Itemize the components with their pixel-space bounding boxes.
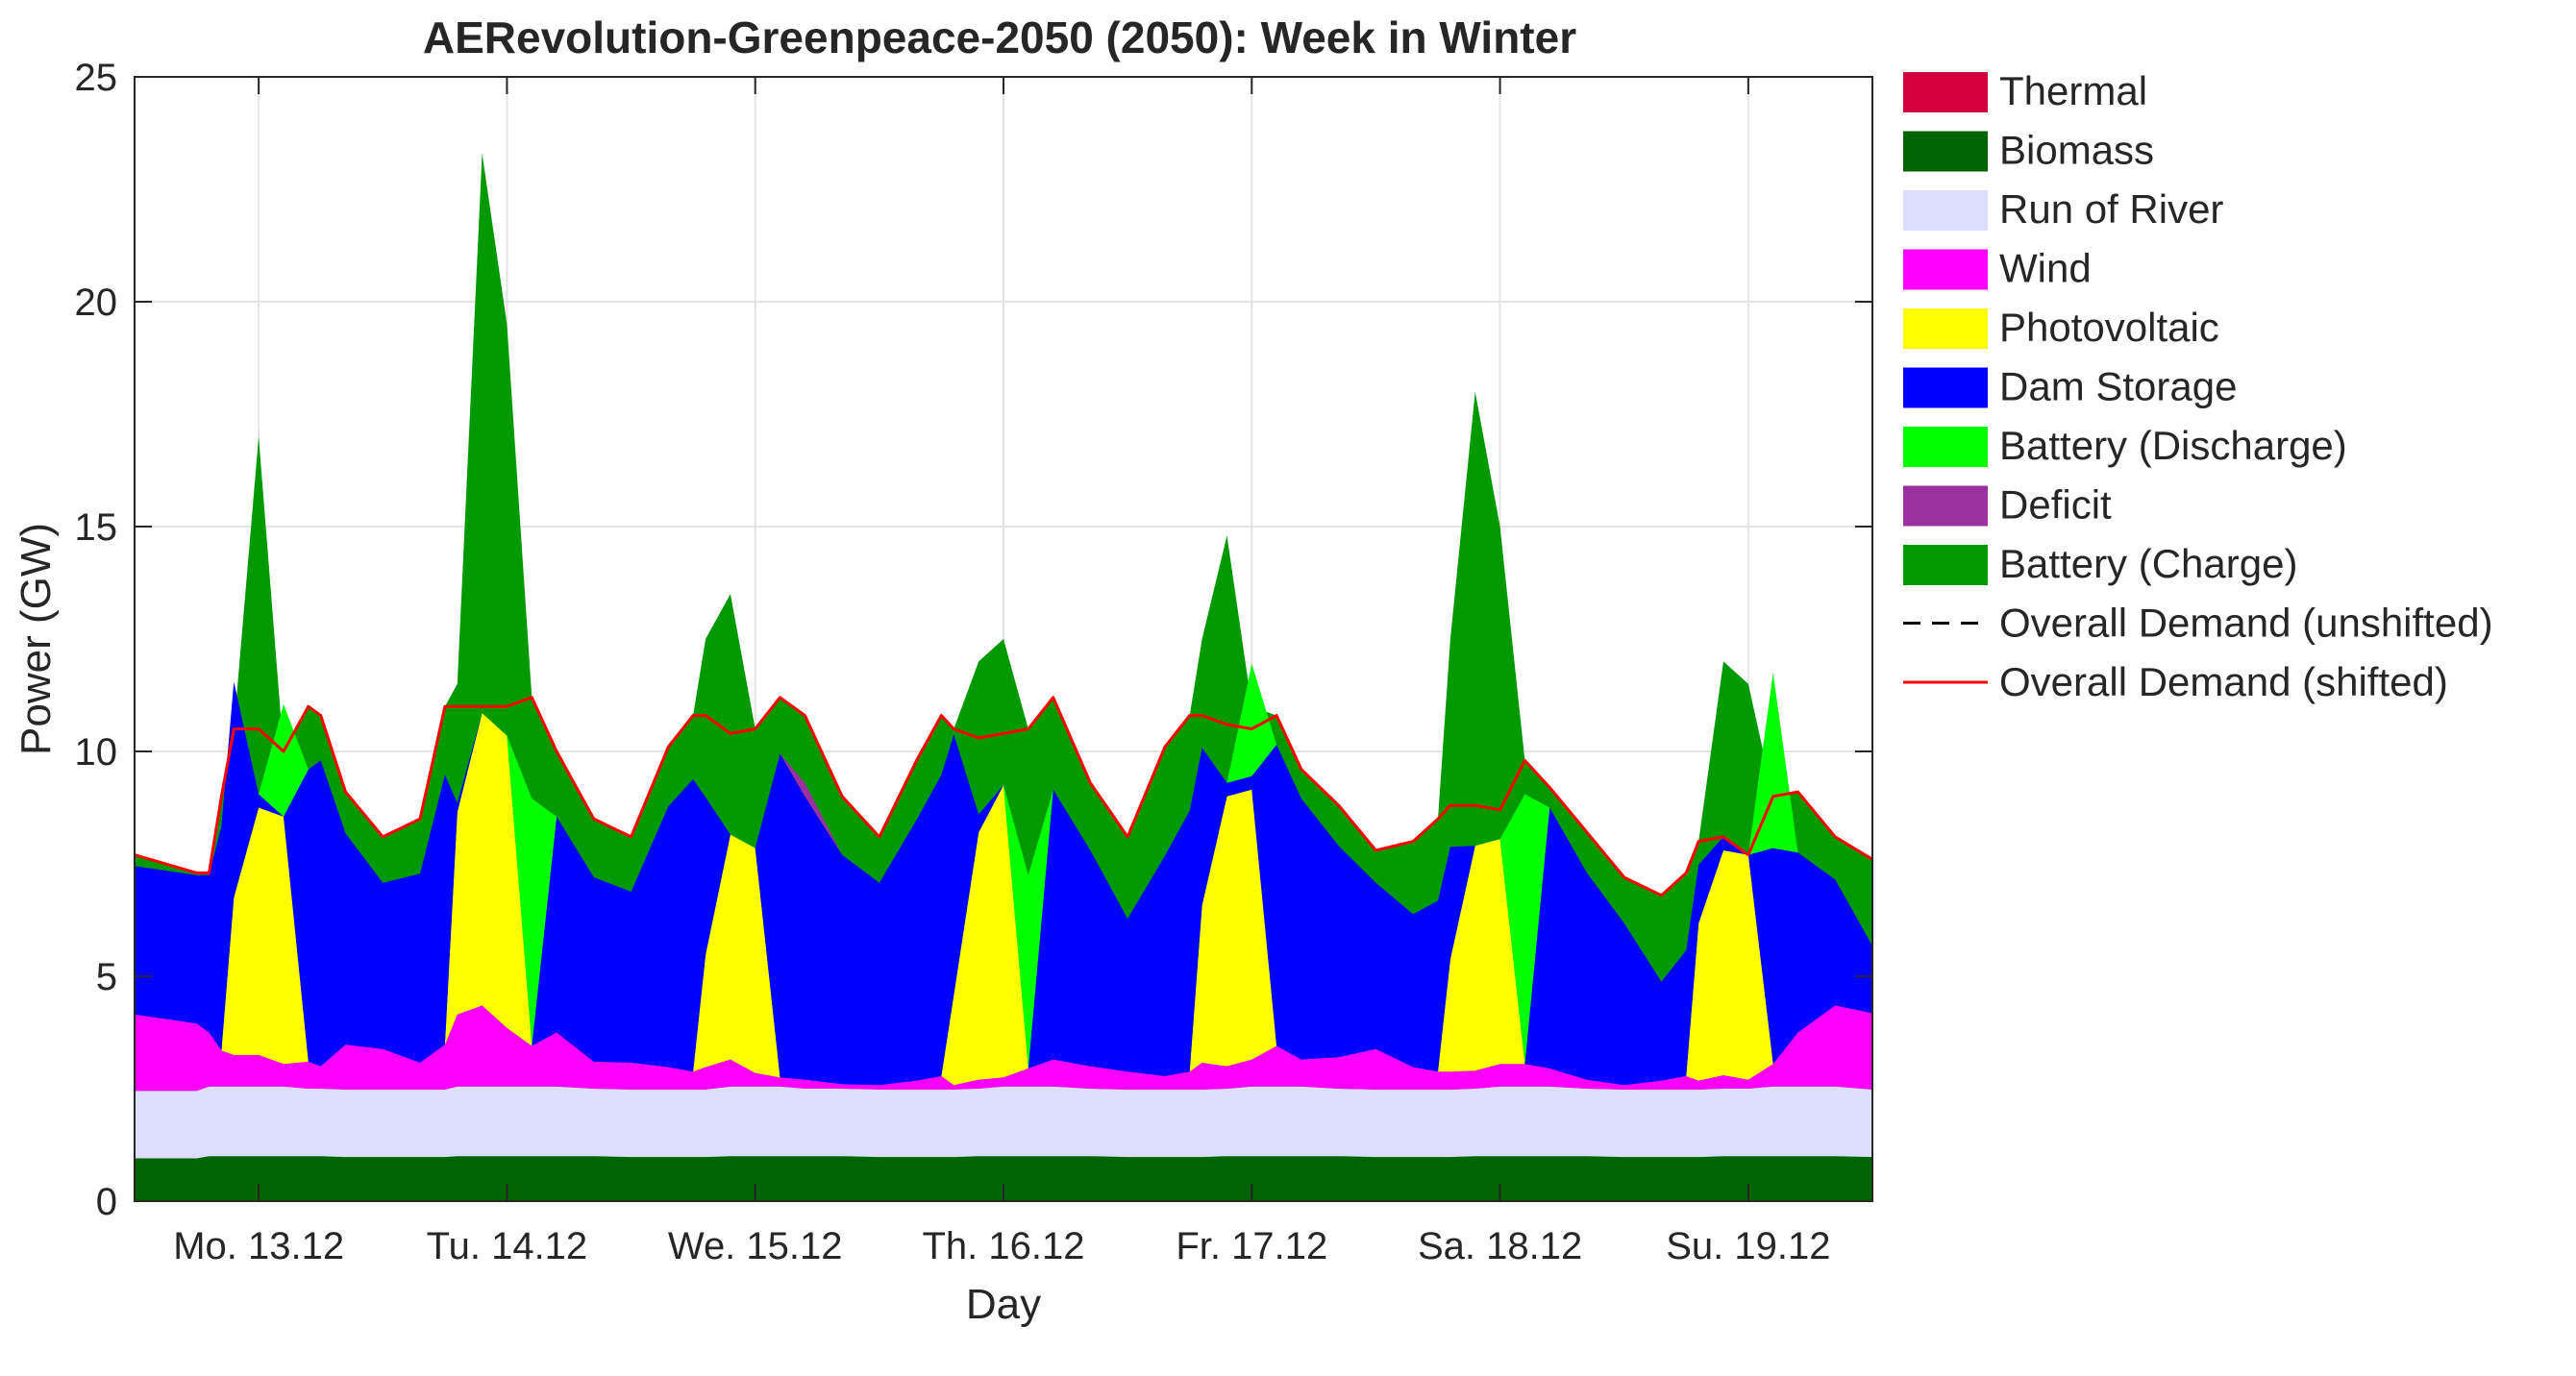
legend-swatch-run-of-river — [1903, 190, 1988, 231]
legend-item-dam-storage: Dam Storage — [1903, 364, 2237, 409]
legend-label-photovoltaic: Photovoltaic — [1999, 305, 2219, 350]
x-axis-label: Day — [966, 1281, 1041, 1328]
legend-swatch-deficit — [1903, 485, 1988, 527]
legend-label-overall-demand-shifted: Overall Demand (shifted) — [1999, 659, 2448, 704]
legend-item-battery-discharge: Battery (Discharge) — [1903, 423, 2347, 468]
x-tick-label-5: Sa. 18.12 — [1418, 1225, 1582, 1267]
y-axis-ticks: 0 5 10 15 20 25 — [75, 57, 1872, 1223]
x-tick-label-3: Th. 16.12 — [922, 1225, 1084, 1267]
plot-area — [134, 76, 1873, 1202]
demand-lines — [134, 696, 1873, 897]
legend-swatch-biomass — [1903, 131, 1988, 172]
legend-item-deficit: Deficit — [1903, 482, 2112, 528]
chart-title: AERevolution-Greenpeace-2050 (2050): Wee… — [423, 12, 1576, 62]
legend-item-battery-charge: Battery (Charge) — [1903, 541, 2297, 586]
legend-label-deficit: Deficit — [1999, 482, 2112, 528]
x-tick-label-4: Fr. 17.12 — [1176, 1225, 1327, 1267]
y-tick-label-1: 5 — [96, 956, 117, 998]
legend-item-wind: Wind — [1903, 246, 2092, 291]
legend-swatch-battery-charge — [1903, 545, 1988, 585]
legend-swatch-photovoltaic — [1903, 308, 1988, 349]
legend-swatch-wind — [1903, 249, 1988, 290]
legend-label-run-of-river: Run of River — [1999, 186, 2223, 232]
area-battery-discharge — [135, 663, 1872, 1069]
legend-label-battery-charge: Battery (Charge) — [1999, 541, 2297, 586]
x-tick-label-2: We. 15.12 — [668, 1225, 843, 1267]
stacked-areas — [135, 153, 1872, 1202]
area-photovoltaic — [135, 713, 1872, 1086]
y-axis-label: Power (GW) — [12, 523, 60, 755]
legend-swatch-dam-storage — [1903, 367, 1988, 408]
legend-label-battery-discharge: Battery (Discharge) — [1999, 423, 2347, 468]
legend-item-run-of-river: Run of River — [1903, 186, 2223, 232]
legend-item-biomass: Biomass — [1903, 128, 2154, 173]
y-tick-label-2: 10 — [75, 731, 118, 774]
legend-item-overall-demand-unshifted: Overall Demand (unshifted) — [1903, 601, 2493, 646]
legend-swatch-battery-discharge — [1903, 427, 1988, 467]
legend-label-dam-storage: Dam Storage — [1999, 364, 2237, 409]
x-tick-label-1: Tu. 14.12 — [427, 1225, 588, 1267]
legend-item-photovoltaic: Photovoltaic — [1903, 305, 2219, 350]
y-tick-label-4: 20 — [75, 282, 118, 324]
legend-item-thermal: Thermal — [1903, 68, 2147, 113]
area-biomass — [135, 1156, 1872, 1201]
area-dam-storage — [135, 681, 1872, 1086]
legend-label-overall-demand-unshifted: Overall Demand (unshifted) — [1999, 601, 2493, 646]
y-tick-label-3: 15 — [75, 506, 118, 549]
x-tick-label-0: Mo. 13.12 — [173, 1225, 344, 1267]
line-overall-demand-shifted — [134, 696, 1873, 897]
x-axis-ticks: Mo. 13.12 Tu. 14.12 We. 15.12 Th. 16.12 Fr. … — [173, 77, 1830, 1267]
y-tick-label-0: 0 — [96, 1181, 117, 1223]
legend: Thermal Biomass Run of River Wind Photovolta… — [1903, 68, 2493, 704]
legend-label-biomass: Biomass — [1999, 128, 2154, 173]
area-wind — [135, 1005, 1872, 1092]
area-run-of-river — [135, 1086, 1872, 1159]
legend-label-wind: Wind — [1999, 246, 2092, 291]
y-tick-label-5: 25 — [75, 57, 118, 99]
legend-swatch-thermal — [1903, 72, 1988, 112]
legend-item-overall-demand-shifted: Overall Demand (shifted) — [1903, 659, 2448, 704]
x-tick-label-6: Su. 19.12 — [1666, 1225, 1830, 1267]
legend-label-thermal: Thermal — [1999, 68, 2147, 113]
